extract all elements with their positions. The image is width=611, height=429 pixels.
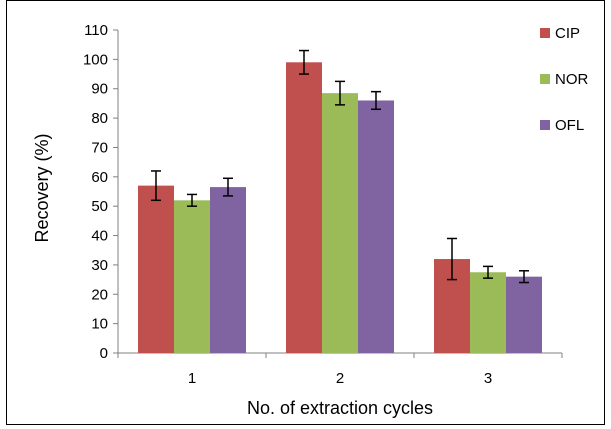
bar-ofl-1: [210, 187, 246, 353]
legend-label-ofl: OFL: [555, 117, 584, 134]
y-tick-label: 100: [83, 51, 108, 68]
bar-cip-2: [286, 62, 322, 354]
y-tick-label: 10: [91, 316, 108, 333]
y-tick-label: 110: [84, 22, 108, 39]
y-tick-label: 0: [100, 345, 108, 362]
bar-ofl-3: [506, 276, 542, 353]
x-axis-ticks: 1 2 3: [117, 353, 563, 387]
x-axis-title: No. of extraction cycles: [247, 398, 433, 418]
bar-ofl-2: [358, 100, 394, 354]
x-tick-label: 2: [336, 370, 344, 387]
legend: CIP NOR OFL: [540, 25, 589, 134]
x-tick-label: 1: [188, 370, 196, 387]
y-tick-label: 80: [91, 110, 108, 127]
legend-label-nor: NOR: [555, 71, 589, 88]
x-tick-label: 3: [484, 370, 492, 387]
bar-nor-2: [322, 93, 358, 353]
y-tick-label: 90: [91, 81, 108, 98]
y-tick-label: 30: [91, 257, 108, 274]
y-tick-label: 70: [91, 139, 108, 156]
y-tick-label: 50: [91, 198, 108, 215]
bars: [138, 49, 542, 354]
y-tick-label: 60: [91, 169, 108, 186]
bar-nor-1: [174, 200, 210, 353]
y-tick-label: 40: [91, 228, 108, 245]
legend-label-cip: CIP: [555, 25, 580, 42]
y-tick-label: 20: [91, 286, 108, 303]
bar-cip-1: [138, 185, 174, 353]
y-axis-title: Recovery (%): [32, 133, 52, 242]
legend-swatch-cip: [540, 28, 550, 38]
y-axis-ticks: 0 10 20 30 40 50 60 70 80 90 100 110: [83, 22, 118, 362]
bar-nor-3: [470, 272, 506, 353]
legend-swatch-ofl: [540, 120, 550, 130]
legend-swatch-nor: [540, 74, 550, 84]
